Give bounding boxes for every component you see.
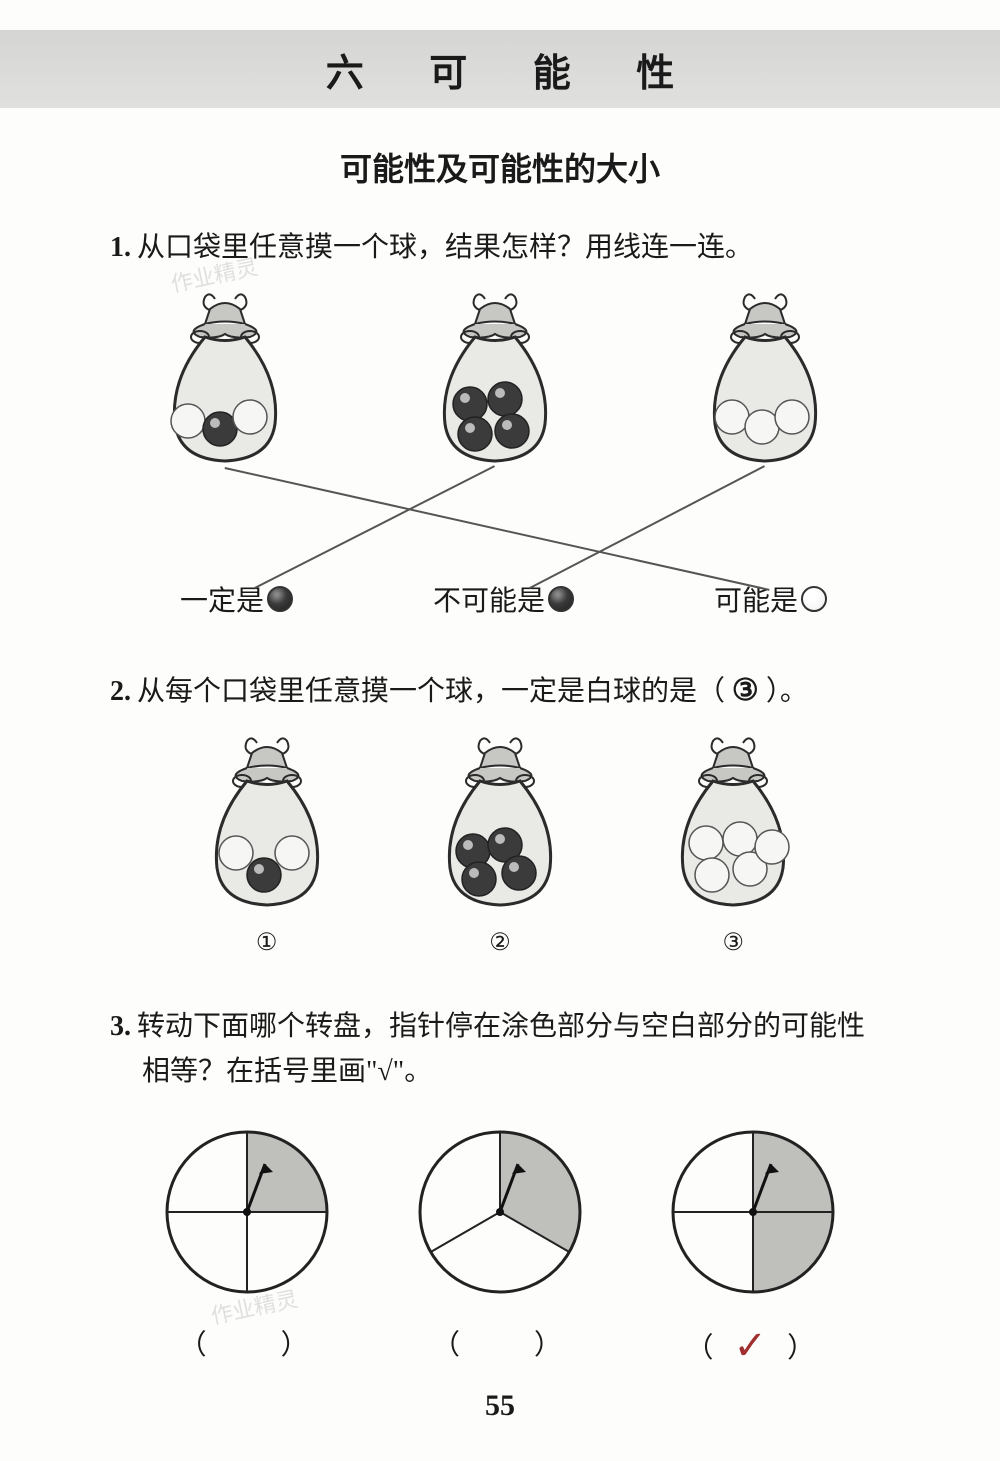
chapter-header: 六 可 能 性 [0, 30, 1000, 108]
q1-figure: 一定是 不可能是 可能是 [110, 289, 890, 619]
q1-number: 1. [110, 232, 131, 263]
q2-before: 从每个口袋里任意摸一个球，一定是白球的是（ [137, 676, 725, 707]
dark-ball-icon [267, 586, 293, 612]
bag-icon [690, 289, 840, 469]
q1-label-3: 可能是 [714, 579, 827, 619]
q2-bag-column: ① [192, 733, 342, 957]
bag-icon [192, 733, 342, 918]
spinner-column: （ ） [157, 1122, 337, 1369]
answer-parentheses: （ ） [432, 1323, 568, 1363]
spinner-icon [410, 1122, 590, 1307]
bag-label: ② [489, 928, 511, 957]
light-ball-icon [801, 586, 827, 612]
bag-icon [425, 733, 575, 918]
page-number: 55 [0, 1389, 1000, 1423]
paren-close: ） [534, 1323, 568, 1363]
q2-number: 2. [110, 676, 131, 707]
question-3-text: 3.转动下面哪个转盘，指针停在涂色部分与空白部分的可能性 相等？在括号里画"√"… [110, 1005, 890, 1095]
q2-after: ）。 [766, 676, 808, 707]
paren-close: ） [281, 1323, 315, 1363]
check-mark: ✓ [734, 1323, 774, 1369]
question-2-text: 2.从每个口袋里任意摸一个球，一定是白球的是（ ③ ）。 [110, 667, 890, 715]
q1-labels-row: 一定是 不可能是 可能是 [110, 579, 890, 619]
paren-close: ） [787, 1326, 821, 1366]
q2-bags-row: ① ② ③ [110, 733, 890, 957]
bag-icon [420, 289, 570, 469]
dark-ball-icon [548, 586, 574, 612]
question-2: 2.从每个口袋里任意摸一个球，一定是白球的是（ ③ ）。 ① ② [110, 667, 890, 957]
paren-open: （ [432, 1323, 466, 1363]
bag-label: ③ [723, 928, 745, 957]
q2-answer: ③ [730, 666, 760, 716]
q2-bag-column: ② [425, 733, 575, 957]
q1-label-2: 不可能是 [433, 579, 574, 619]
q2-bag-column: ③ [658, 733, 808, 957]
spinner-column: （ ✓ ） [663, 1122, 843, 1369]
q1-label-2-text: 不可能是 [433, 579, 545, 619]
q1-label-1: 一定是 [180, 579, 293, 619]
paren-open: （ [686, 1326, 720, 1366]
bag-icon [658, 733, 808, 918]
connection-line [529, 465, 765, 588]
q3-line1: 转动下面哪个转盘，指针停在涂色部分与空白部分的可能性 [137, 1011, 865, 1042]
connection-line [225, 467, 770, 590]
connection-line [254, 465, 495, 588]
answer-parentheses: （ ） [179, 1323, 315, 1363]
answer-parentheses: （ ✓ ） [686, 1323, 822, 1369]
q3-number: 3. [110, 1011, 131, 1042]
spinner-icon [663, 1122, 843, 1307]
q1-label-3-text: 可能是 [714, 579, 798, 619]
bag-label: ① [256, 928, 278, 957]
chapter-title: 六 可 能 性 [298, 42, 703, 97]
q1-label-1-text: 一定是 [180, 579, 264, 619]
paren-open: （ [179, 1323, 213, 1363]
q3-line2: 相等？在括号里画"√"。 [142, 1056, 432, 1087]
q3-spinners-row: （ ） （ [110, 1122, 890, 1369]
bag-icon [150, 289, 300, 469]
page-subtitle: 可能性及可能性的大小 [0, 144, 1000, 190]
spinner-icon [157, 1122, 337, 1307]
spinner-column: （ ） [410, 1122, 590, 1369]
